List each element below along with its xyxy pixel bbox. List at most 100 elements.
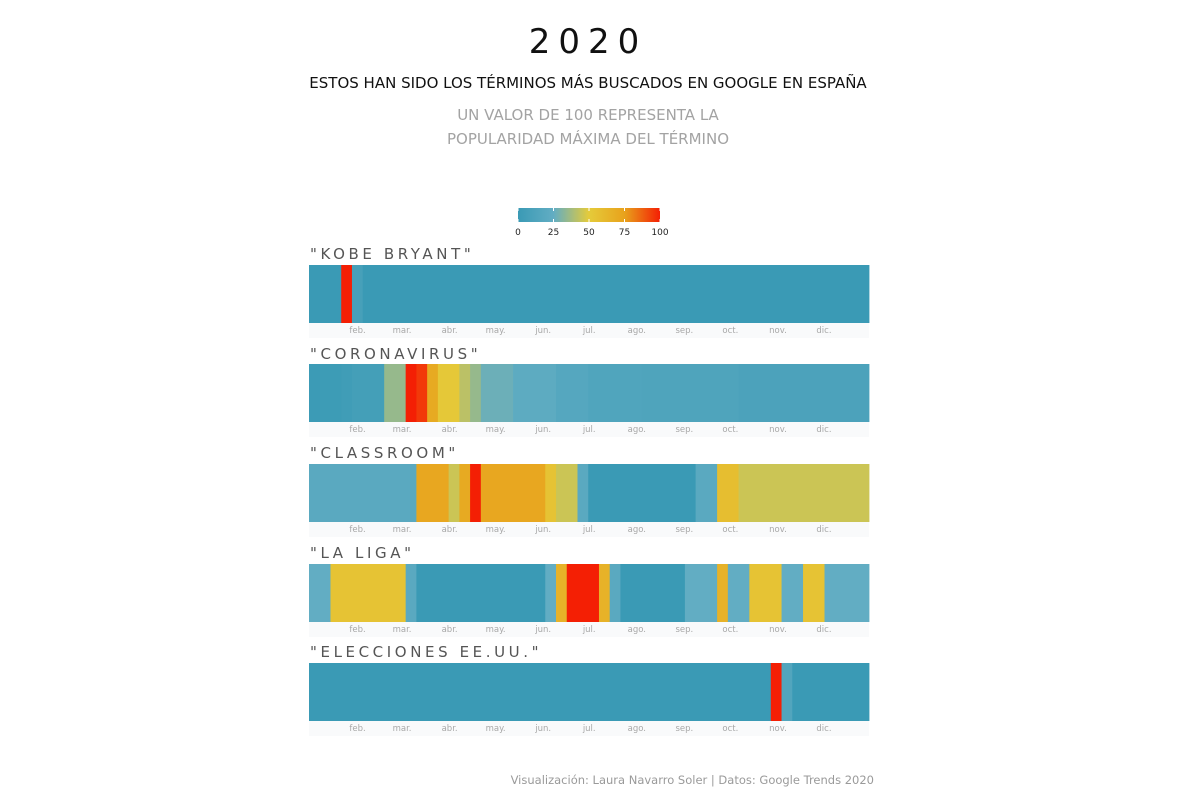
chart-subtitle: ESTOS HAN SIDO LOS TÉRMINOS MÁS BUSCADOS… bbox=[309, 74, 867, 92]
month-tick-label: oct. bbox=[722, 625, 738, 635]
month-tick-label: sep. bbox=[675, 425, 693, 435]
month-tick-label: oct. bbox=[722, 425, 738, 435]
chart-note: UN VALOR DE 100 REPRESENTA LA POPULARIDA… bbox=[0, 103, 1176, 151]
credit-line: Visualización: Laura Navarro Soler | Dat… bbox=[510, 773, 874, 787]
month-tick-label: jul. bbox=[582, 625, 596, 635]
heat-cell bbox=[566, 564, 600, 622]
heat-cell bbox=[556, 564, 568, 622]
heat-cell bbox=[717, 464, 739, 522]
month-tick-label: nov. bbox=[769, 724, 787, 734]
month-tick-label: dic. bbox=[816, 525, 831, 535]
month-tick-label: abr. bbox=[442, 425, 458, 435]
heat-cell bbox=[781, 663, 793, 721]
legend-tick-label: 50 bbox=[583, 228, 595, 238]
heat-cell bbox=[416, 564, 546, 622]
heat-cell bbox=[416, 464, 450, 522]
month-tick-label: jun. bbox=[534, 525, 551, 535]
month-tick-label: ago. bbox=[628, 724, 646, 734]
month-tick-label: ago. bbox=[628, 326, 646, 336]
legend-colorbar bbox=[518, 208, 660, 222]
month-tick-label: sep. bbox=[675, 525, 693, 535]
month-tick-label: nov. bbox=[769, 326, 787, 336]
heat-cell bbox=[609, 564, 621, 622]
month-tick-label: jun. bbox=[534, 625, 551, 635]
month-tick-label: oct. bbox=[722, 724, 738, 734]
month-tick-label: ago. bbox=[628, 425, 646, 435]
month-tick-label: may. bbox=[486, 326, 506, 336]
heat-strip: feb. mar. abr. may. jun. jul. ago. sep. oct. nov.… bbox=[309, 564, 870, 637]
heat-cell bbox=[684, 564, 718, 622]
heat-strip: feb. mar. abr. may. jun. jul. ago. sep. oct. nov.… bbox=[309, 265, 870, 338]
heat-cell bbox=[641, 364, 739, 422]
heat-cell bbox=[384, 364, 407, 422]
heat-cell bbox=[427, 364, 439, 422]
month-tick-label: feb. bbox=[349, 326, 365, 336]
axis-strip bbox=[309, 422, 869, 437]
axis-strip bbox=[309, 721, 869, 736]
month-tick-label: abr. bbox=[442, 326, 458, 336]
heat-cell bbox=[480, 364, 514, 422]
heat-cell bbox=[437, 364, 460, 422]
heat-cell bbox=[309, 663, 772, 721]
term-label: "KOBE BRYANT" bbox=[310, 245, 475, 263]
heat-cell bbox=[588, 464, 697, 522]
month-tick-label: nov. bbox=[769, 625, 787, 635]
month-tick-label: jun. bbox=[534, 326, 551, 336]
month-tick-label: mar. bbox=[393, 625, 412, 635]
heat-cell bbox=[319, 364, 342, 422]
heat-cell bbox=[405, 364, 417, 422]
heat-cell bbox=[351, 364, 385, 422]
month-tick-label: oct. bbox=[722, 326, 738, 336]
heat-cell bbox=[717, 564, 729, 622]
month-tick-label: feb. bbox=[349, 724, 365, 734]
heat-cell bbox=[588, 364, 643, 422]
month-tick-label: feb. bbox=[349, 525, 365, 535]
axis-strip bbox=[309, 323, 869, 338]
month-tick-label: dic. bbox=[816, 625, 831, 635]
heat-cell bbox=[749, 564, 782, 622]
heat-cell bbox=[341, 364, 353, 422]
heat-cell bbox=[695, 464, 718, 522]
month-tick-label: abr. bbox=[442, 525, 458, 535]
heat-cell bbox=[545, 464, 557, 522]
heat-cell bbox=[738, 364, 870, 422]
heat-cell bbox=[405, 564, 417, 622]
term-label: "LA LIGA" bbox=[310, 544, 415, 562]
month-tick-label: jun. bbox=[534, 425, 551, 435]
heat-cell bbox=[309, 564, 331, 622]
month-tick-label: jul. bbox=[582, 724, 596, 734]
heat-strip: feb. mar. abr. may. jun. jul. ago. sep. oct. nov.… bbox=[309, 464, 870, 537]
heat-cell bbox=[513, 364, 557, 422]
heat-cell bbox=[351, 265, 364, 323]
month-tick-label: nov. bbox=[769, 425, 787, 435]
color-legend: 0 25 50 75 100 bbox=[515, 208, 669, 238]
month-tick-label: sep. bbox=[675, 724, 693, 734]
chart-title: 2020 bbox=[528, 22, 648, 62]
heat-cell bbox=[459, 464, 471, 522]
heat-cell bbox=[577, 464, 589, 522]
legend-tick-label: 25 bbox=[548, 228, 559, 238]
heat-cell bbox=[416, 364, 428, 422]
month-tick-label: nov. bbox=[769, 525, 787, 535]
month-tick-label: dic. bbox=[816, 425, 831, 435]
heat-cell bbox=[556, 464, 578, 522]
heat-cell bbox=[309, 364, 321, 422]
note-line-1: UN VALOR DE 100 REPRESENTA LA bbox=[457, 106, 719, 124]
heat-cell bbox=[330, 564, 407, 622]
heat-cell bbox=[556, 364, 589, 422]
month-tick-label: jul. bbox=[582, 326, 596, 336]
month-tick-label: may. bbox=[486, 625, 506, 635]
term-label: "CLASSROOM" bbox=[310, 444, 459, 462]
month-tick-label: sep. bbox=[675, 326, 693, 336]
term-label: "CORONAVIRUS" bbox=[310, 345, 482, 363]
heat-cell bbox=[309, 464, 417, 522]
heat-cell bbox=[362, 265, 870, 323]
month-tick-label: dic. bbox=[816, 724, 831, 734]
month-tick-label: may. bbox=[486, 525, 506, 535]
month-tick-label: dic. bbox=[816, 326, 831, 336]
month-tick-label: jul. bbox=[582, 525, 596, 535]
heat-cell bbox=[738, 464, 870, 522]
axis-strip bbox=[309, 522, 869, 537]
legend-tick-label: 100 bbox=[651, 228, 668, 238]
heat-strip: feb. mar. abr. may. jun. jul. ago. sep. oct. nov.… bbox=[309, 663, 870, 736]
